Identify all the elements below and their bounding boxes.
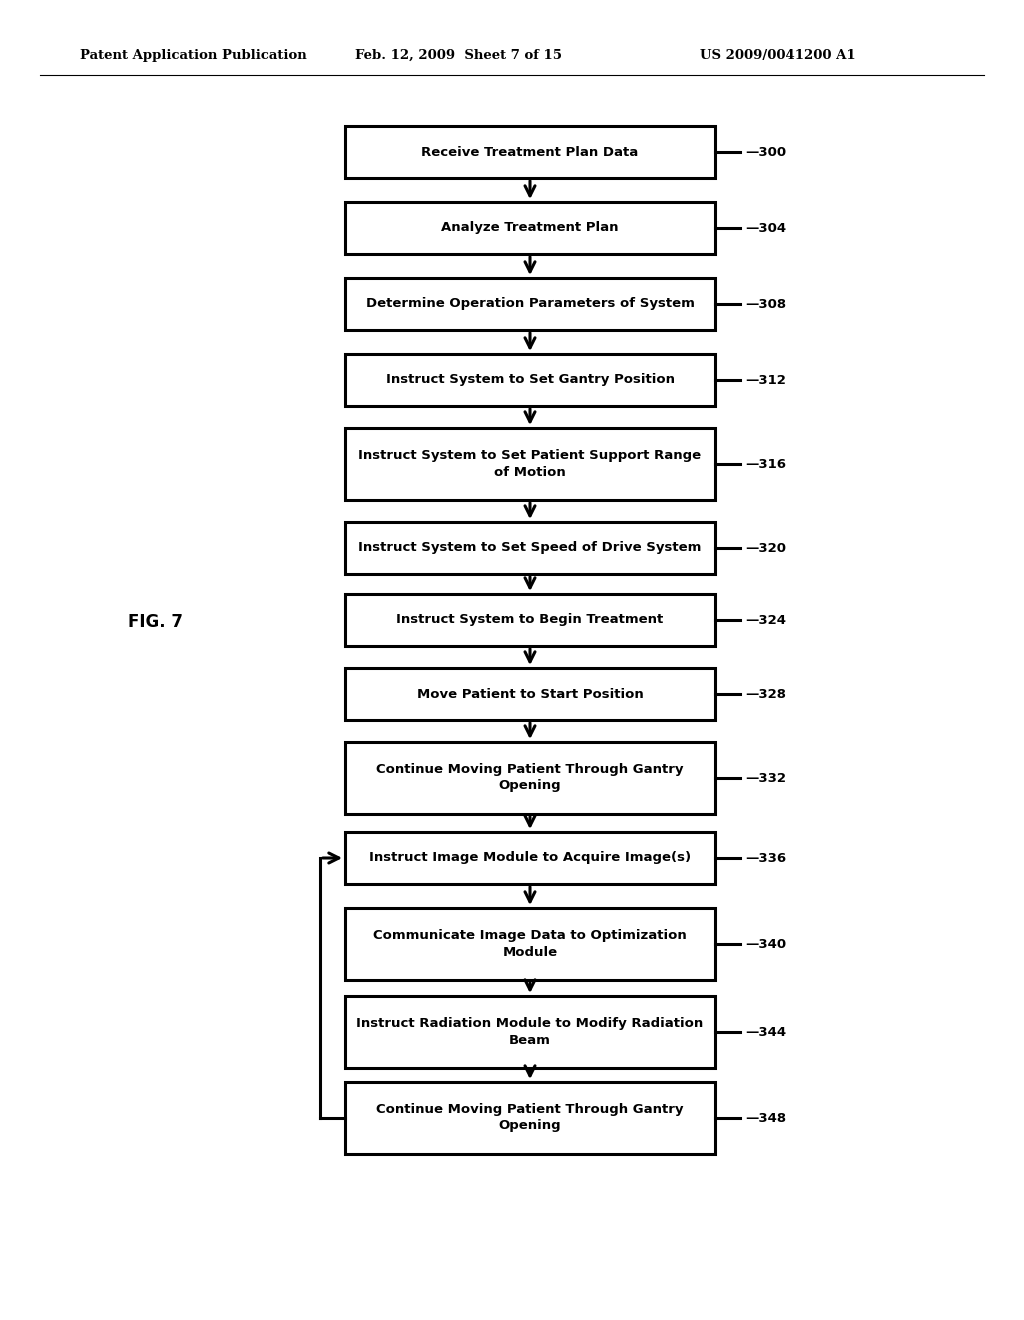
Text: —316: —316 — [745, 458, 786, 470]
Text: —344: —344 — [745, 1026, 786, 1039]
Text: Instruct System to Begin Treatment: Instruct System to Begin Treatment — [396, 614, 664, 627]
Text: FIG. 7: FIG. 7 — [128, 612, 182, 631]
FancyBboxPatch shape — [345, 908, 715, 979]
FancyBboxPatch shape — [345, 125, 715, 178]
FancyBboxPatch shape — [345, 521, 715, 574]
Text: US 2009/0041200 A1: US 2009/0041200 A1 — [700, 49, 856, 62]
Text: Instruct Image Module to Acquire Image(s): Instruct Image Module to Acquire Image(s… — [369, 851, 691, 865]
Text: Determine Operation Parameters of System: Determine Operation Parameters of System — [366, 297, 694, 310]
Text: Analyze Treatment Plan: Analyze Treatment Plan — [441, 222, 618, 235]
Text: —348: —348 — [745, 1111, 786, 1125]
FancyBboxPatch shape — [345, 997, 715, 1068]
Text: Patent Application Publication: Patent Application Publication — [80, 49, 307, 62]
Text: —312: —312 — [745, 374, 785, 387]
FancyBboxPatch shape — [345, 1082, 715, 1154]
FancyBboxPatch shape — [345, 428, 715, 500]
Text: Feb. 12, 2009  Sheet 7 of 15: Feb. 12, 2009 Sheet 7 of 15 — [355, 49, 562, 62]
Text: —332: —332 — [745, 771, 786, 784]
Text: —328: —328 — [745, 688, 786, 701]
Text: Receive Treatment Plan Data: Receive Treatment Plan Data — [421, 145, 639, 158]
Text: Instruct System to Set Patient Support Range
of Motion: Instruct System to Set Patient Support R… — [358, 450, 701, 479]
Text: —320: —320 — [745, 541, 786, 554]
FancyBboxPatch shape — [345, 279, 715, 330]
Text: —304: —304 — [745, 222, 786, 235]
Text: Instruct System to Set Speed of Drive System: Instruct System to Set Speed of Drive Sy… — [358, 541, 701, 554]
FancyBboxPatch shape — [345, 594, 715, 645]
Text: Continue Moving Patient Through Gantry
Opening: Continue Moving Patient Through Gantry O… — [376, 1104, 684, 1133]
Text: —300: —300 — [745, 145, 786, 158]
Text: Move Patient to Start Position: Move Patient to Start Position — [417, 688, 643, 701]
FancyBboxPatch shape — [345, 202, 715, 253]
Text: Instruct System to Set Gantry Position: Instruct System to Set Gantry Position — [385, 374, 675, 387]
FancyBboxPatch shape — [345, 742, 715, 814]
Text: Continue Moving Patient Through Gantry
Opening: Continue Moving Patient Through Gantry O… — [376, 763, 684, 792]
Text: —308: —308 — [745, 297, 786, 310]
Text: —324: —324 — [745, 614, 786, 627]
FancyBboxPatch shape — [345, 832, 715, 884]
Text: Communicate Image Data to Optimization
Module: Communicate Image Data to Optimization M… — [373, 929, 687, 958]
FancyBboxPatch shape — [345, 354, 715, 407]
Text: Instruct Radiation Module to Modify Radiation
Beam: Instruct Radiation Module to Modify Radi… — [356, 1018, 703, 1047]
Text: —336: —336 — [745, 851, 786, 865]
Text: —340: —340 — [745, 937, 786, 950]
FancyBboxPatch shape — [345, 668, 715, 719]
